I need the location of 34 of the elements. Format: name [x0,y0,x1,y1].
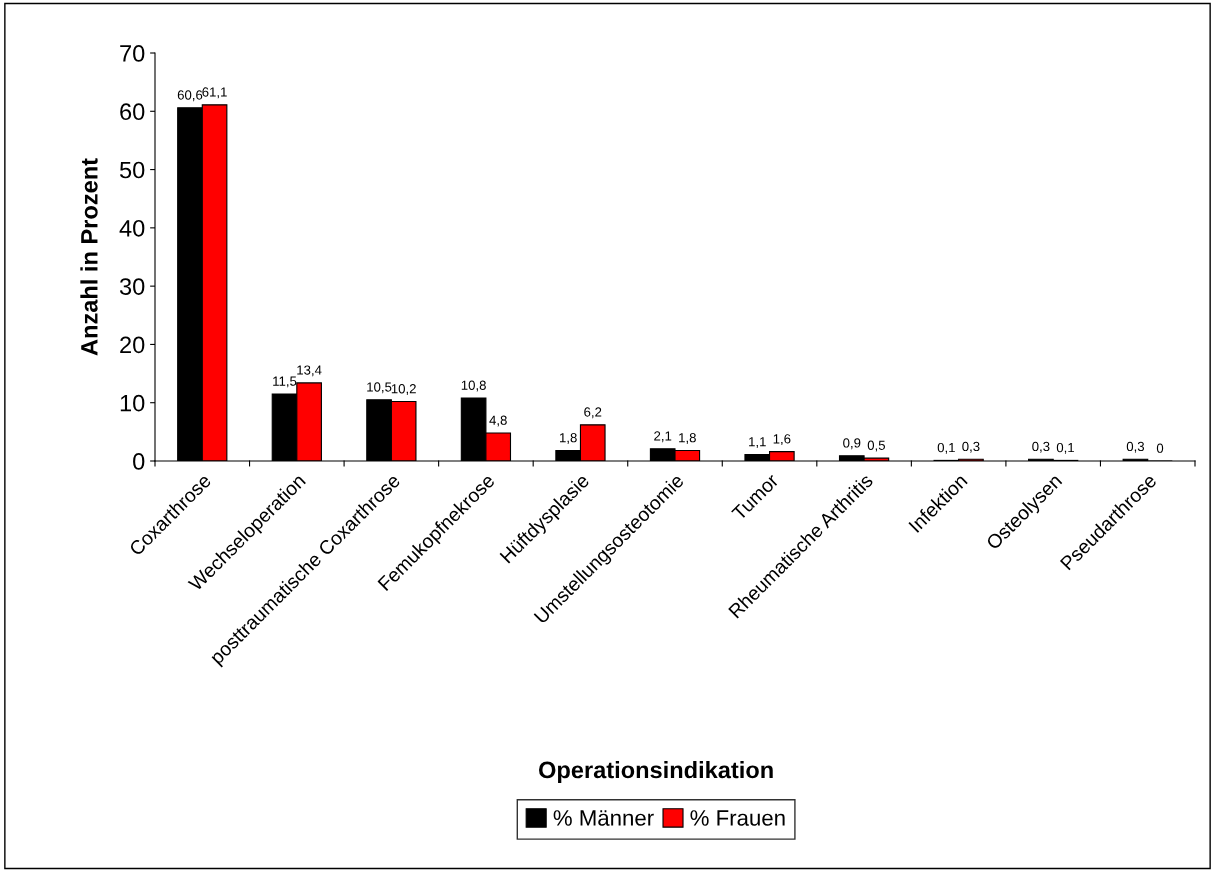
data-label: 0,9 [843,438,861,450]
data-label: 6,2 [584,407,602,419]
y-tick-label: 40 [119,219,145,237]
data-label: 0,3 [1126,441,1145,453]
y-tick-label: 70 [120,45,145,62]
data-label: 0,1 [937,442,955,454]
y-tick-label: 10 [120,394,145,412]
y-tick-label: 20 [120,336,145,354]
data-label: 60,6 [177,90,203,102]
data-label: 2,1 [654,431,672,443]
x-axis-title: Operationsindikation [539,760,773,784]
data-label: 10,5 [367,382,392,394]
legend-label: % Männer [553,810,654,826]
data-label: 13,4 [297,365,322,377]
data-label: 11,5 [273,376,297,388]
data-label: 10,2 [391,384,416,395]
y-tick-label: 50 [119,161,145,179]
data-label: 1,8 [679,433,696,444]
y-tick-label: 0 [133,453,145,470]
data-label: 1,1 [749,437,766,448]
legend-label: % Frauen [690,810,785,826]
y-axis-title: Anzahl in Prozent [80,158,98,356]
data-label: 1,6 [773,434,791,446]
data-label: 0,5 [867,440,885,452]
data-label: 0 [1156,443,1164,453]
y-tick-label: 30 [119,278,145,295]
y-tick-label: 60 [120,103,145,121]
data-label: 61,1 [202,87,227,99]
data-label: 10,8 [461,380,486,392]
data-label: 1,8 [560,433,577,444]
data-label: 0,3 [1032,441,1050,453]
data-label: 4,8 [489,415,507,427]
data-label: 0,3 [962,441,980,453]
data-label: 0,1 [1056,442,1074,454]
